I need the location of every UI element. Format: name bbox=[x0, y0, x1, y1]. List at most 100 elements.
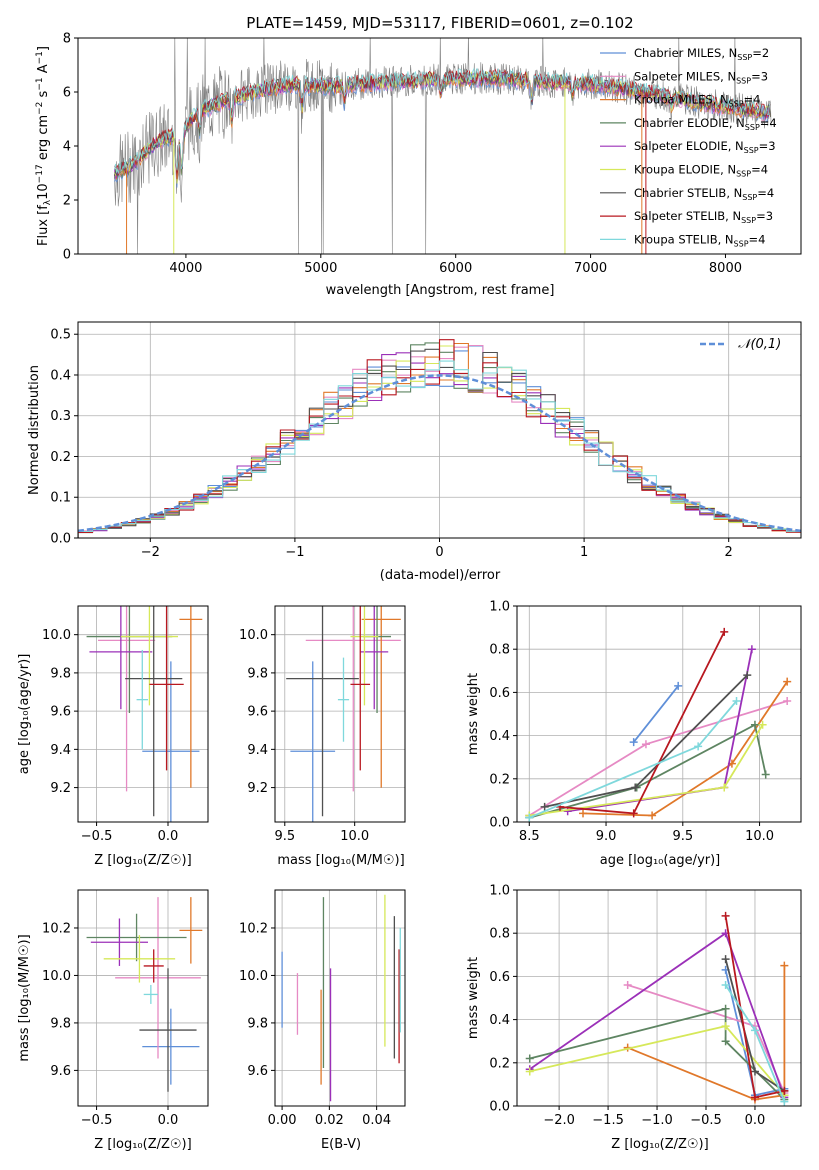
plot-body bbox=[86, 897, 203, 1092]
x-tick-label: −2.0 bbox=[543, 1113, 575, 1128]
y-tick-label: 9.8 bbox=[247, 666, 268, 681]
plus-marker bbox=[540, 802, 549, 811]
y-tick-label: 10.2 bbox=[239, 921, 268, 936]
massweight-line-3 bbox=[582, 681, 788, 817]
plus-marker bbox=[732, 697, 741, 706]
residuals-ylabel: Normed distribution bbox=[27, 365, 42, 495]
residuals-plot-area: −2 −1 0 1 2 0.0 0.1 0.2 0.3 0.4 0.5 bbox=[50, 321, 802, 560]
massweight-vs-age-panel: 8.5 9.0 9.5 10.0 0.0 0.2 0.4 0.6 0.8 1.0 age [log… bbox=[466, 600, 802, 868]
y-tick-label: 10.0 bbox=[239, 969, 268, 984]
age-vs-metallicity-panel: −0.5 0.09.29.49.69.810.0 Z [log₁₀(Z/Z☉)] … bbox=[17, 605, 209, 868]
plus-marker bbox=[525, 1067, 534, 1076]
plus-marker bbox=[750, 1093, 759, 1102]
plus-marker bbox=[648, 811, 657, 820]
x-tick-label: 8.5 bbox=[519, 829, 540, 844]
y-tick-label: 0.2 bbox=[489, 1056, 510, 1071]
y-tick-label: 6 bbox=[63, 86, 71, 101]
y-tick-label: 10.0 bbox=[42, 628, 71, 643]
residuals-panel: −2 −1 0 1 2 0.0 0.1 0.2 0.3 0.4 0.5 (data-model)/e… bbox=[27, 321, 802, 583]
age-vs-mass-plot: 9.5 10.0 9.2 9.4 9.6 9.8 10.0 bbox=[239, 605, 406, 844]
axes-border bbox=[77, 889, 209, 1107]
legend-label-6: Kroupa ELODIE, NSSP=4 bbox=[634, 163, 768, 179]
y-tick-label: 4 bbox=[63, 140, 71, 155]
legend-name: Kroupa MILES, N bbox=[634, 93, 729, 107]
residuals-xlabel: (data-model)/error bbox=[380, 568, 501, 583]
axes-frame: −2 −1 0 1 2 0.0 0.1 0.2 0.3 0.4 0.5 bbox=[50, 321, 802, 560]
plus-marker bbox=[674, 681, 683, 690]
plus-marker bbox=[641, 740, 650, 749]
axes-frame: 9.5 10.0 9.2 9.4 9.6 9.8 10.0 bbox=[239, 605, 406, 844]
plus-marker bbox=[623, 981, 632, 990]
plus-marker bbox=[743, 671, 752, 680]
mass-vs-ebv-plot: 0.00 0.02 0.04 9.6 9.8 10.0 10.2 bbox=[239, 889, 406, 1128]
legend-label-4: Chabrier ELODIE, NSSP=4 bbox=[634, 116, 777, 132]
x-tick-label: −0.5 bbox=[690, 1113, 722, 1128]
plot-body bbox=[286, 606, 401, 822]
x-tick-label: 0.04 bbox=[362, 1113, 391, 1128]
ylabel-part: Flux [f bbox=[36, 205, 51, 246]
plus-marker bbox=[721, 1004, 730, 1013]
y-tick-label: 0.8 bbox=[489, 927, 510, 942]
legend-subscript: SSP bbox=[741, 216, 756, 225]
y-tick-label: 9.2 bbox=[50, 781, 71, 796]
legend-label-8: Salpeter STELIB, NSSP=3 bbox=[634, 209, 773, 225]
legend-value: =3 bbox=[751, 69, 768, 83]
plot-body bbox=[86, 606, 203, 822]
y-tick-label: 9.6 bbox=[247, 705, 268, 720]
legend-value: =4 bbox=[744, 93, 761, 107]
x-tick-label: 0.0 bbox=[158, 829, 179, 844]
x-tick-label: −1.0 bbox=[641, 1113, 673, 1128]
plot-body bbox=[525, 627, 792, 822]
ylabel-part: −1 bbox=[35, 77, 45, 90]
y-tick-label: 0.5 bbox=[50, 328, 71, 343]
spectrum-xlabel: wavelength [Angstrom, rest frame] bbox=[326, 283, 555, 298]
y-tick-label: 0.3 bbox=[50, 409, 71, 424]
axes-border bbox=[516, 889, 802, 1107]
legend-name: Salpeter STELIB, N bbox=[634, 209, 741, 223]
ylabel-part: −1 bbox=[35, 51, 45, 64]
x-tick-label: 2 bbox=[725, 545, 733, 560]
y-tick-label: 0.6 bbox=[489, 970, 510, 985]
y-tick-label: 9.8 bbox=[50, 666, 71, 681]
x-tick-label: −0.5 bbox=[81, 829, 113, 844]
mass-ylabel: mass [log₁₀(M/M☉)] bbox=[17, 934, 32, 1061]
plus-marker bbox=[780, 1086, 789, 1095]
x-tick-label: 9.0 bbox=[596, 829, 617, 844]
massweight-vs-metallicity-plot: −2.0 −1.5 −1.0 −0.5 0.0 0.0 0.2 0.4 0.6 0.8 1.0 bbox=[489, 884, 802, 1128]
x-tick-label: 6000 bbox=[439, 261, 472, 276]
x-tick-label: 9.5 bbox=[672, 829, 693, 844]
y-tick-label: 0.1 bbox=[50, 491, 71, 506]
y-tick-label: 10.0 bbox=[239, 628, 268, 643]
y-tick-label: 0.8 bbox=[489, 643, 510, 658]
plus-marker bbox=[721, 1037, 730, 1046]
x-tick-label: 0.00 bbox=[268, 1113, 297, 1128]
age-vs-metallicity-xlabel: Z [log₁₀(Z/Z☉)] bbox=[94, 853, 191, 868]
x-tick-label: 4000 bbox=[169, 261, 202, 276]
y-tick-label: 10.2 bbox=[42, 921, 71, 936]
model-spectrum-9 bbox=[114, 67, 771, 174]
x-tick-label: 8000 bbox=[709, 261, 742, 276]
age-vs-mass-panel: 9.5 10.0 9.2 9.4 9.6 9.8 10.0 mass [log₁₀(M/M☉… bbox=[239, 605, 406, 868]
x-tick-label: 10.0 bbox=[745, 829, 774, 844]
legend-value: =2 bbox=[752, 46, 769, 60]
age-ylabel: age [log₁₀(age/yr)] bbox=[17, 654, 32, 775]
ylabel-part: s bbox=[36, 90, 51, 101]
plus-marker bbox=[750, 1067, 759, 1076]
y-tick-label: 9.8 bbox=[247, 1016, 268, 1031]
x-tick-label: 1 bbox=[580, 545, 588, 560]
x-tick-label: −0.5 bbox=[81, 1113, 113, 1128]
legend-label-9: Kroupa STELIB, NSSP=4 bbox=[634, 232, 765, 248]
ylabel-part: A bbox=[36, 64, 51, 77]
y-tick-label: 0.0 bbox=[489, 816, 510, 831]
y-tick-label: 1.0 bbox=[489, 600, 510, 615]
age-vs-mass-xlabel: mass [log₁₀(M/M☉)] bbox=[277, 853, 404, 868]
mass-vs-metallicity-xlabel: Z [log₁₀(Z/Z☉)] bbox=[94, 1137, 191, 1152]
legend-subscript: SSP bbox=[736, 170, 751, 179]
y-tick-label: 8 bbox=[63, 32, 71, 47]
massweight-vs-metallicity-panel: −2.0 −1.5 −1.0 −0.5 0.0 0.0 0.2 0.4 0.6 0.8 1.0 Z … bbox=[466, 884, 802, 1152]
plot-body bbox=[281, 894, 401, 1102]
plus-marker bbox=[629, 738, 638, 747]
y-tick-label: 2 bbox=[63, 194, 71, 209]
legend-value: =4 bbox=[749, 232, 766, 246]
